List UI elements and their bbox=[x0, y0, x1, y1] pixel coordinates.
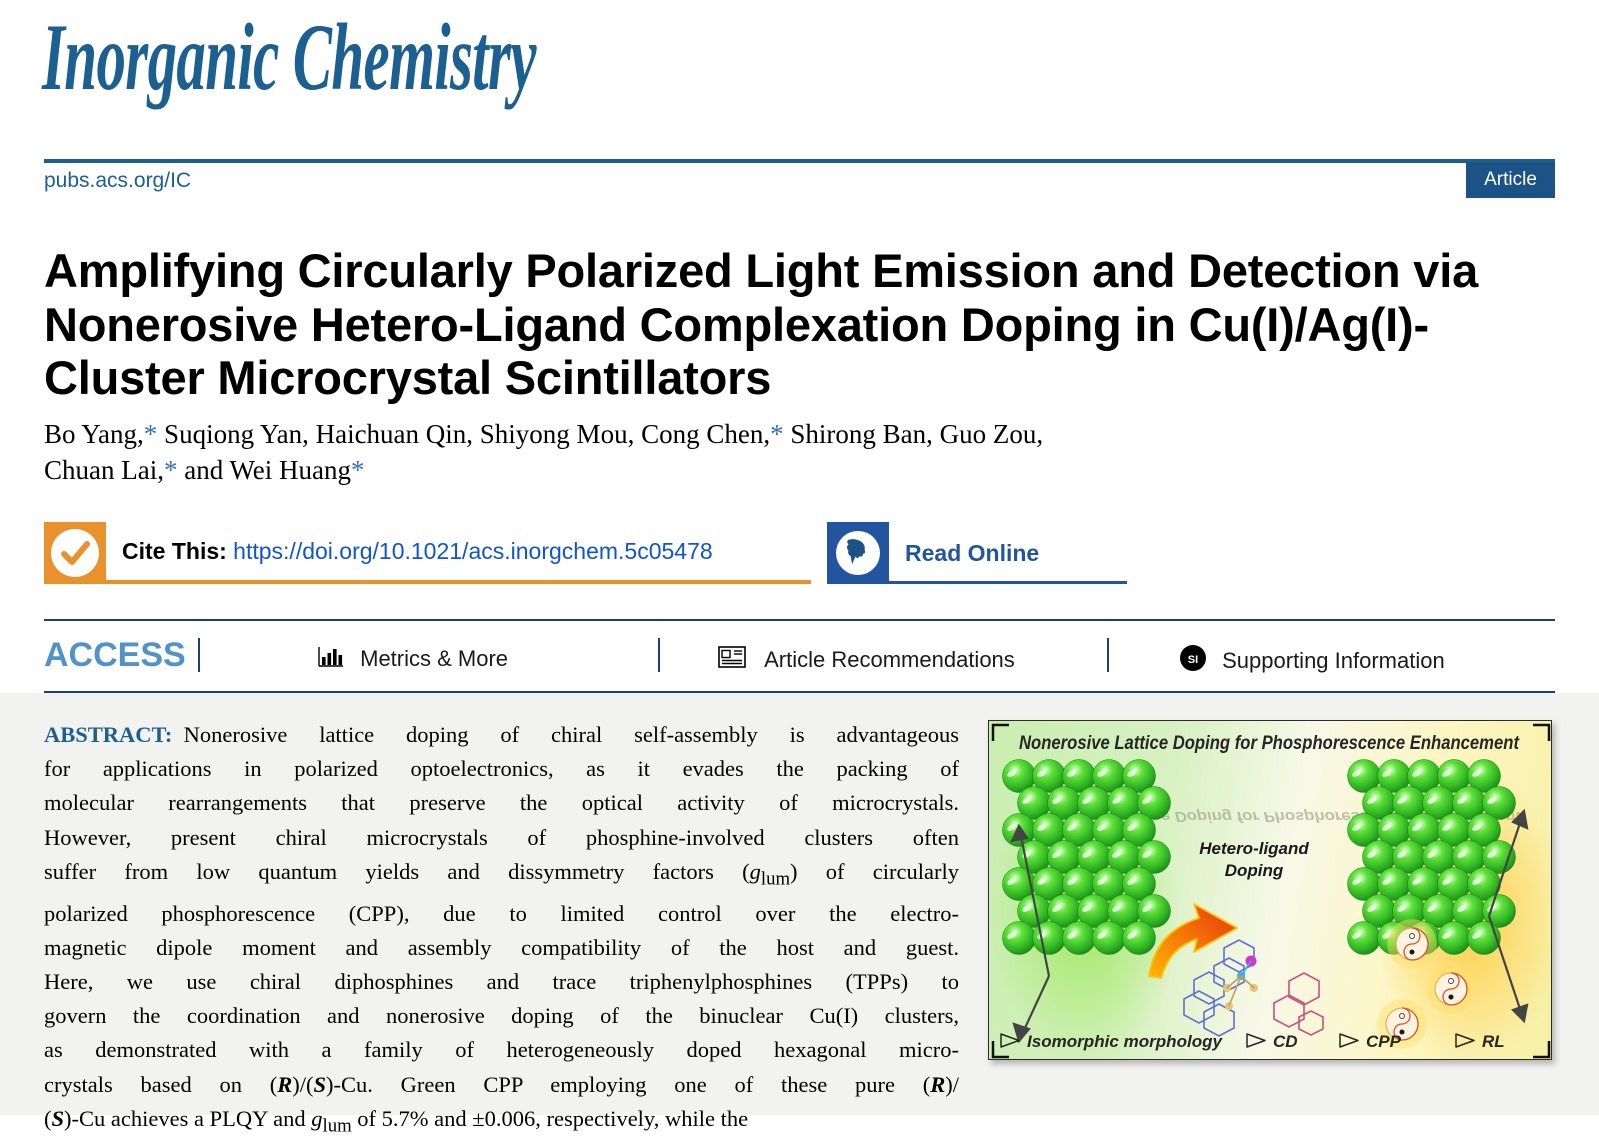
svg-text:Isomorphic morphology: Isomorphic morphology bbox=[1027, 1032, 1224, 1051]
svg-text:Nonerosive Lattice Doping for: Nonerosive Lattice Doping for Phosphores… bbox=[1019, 733, 1520, 754]
svg-text:Doping: Doping bbox=[1225, 861, 1284, 880]
svg-text:RL: RL bbox=[1482, 1032, 1505, 1051]
svg-text:CD: CD bbox=[1273, 1032, 1298, 1051]
svg-text:CPP: CPP bbox=[1366, 1032, 1402, 1051]
svg-text:Hetero-ligand: Hetero-ligand bbox=[1199, 839, 1309, 858]
svg-text:SI: SI bbox=[1188, 654, 1198, 666]
